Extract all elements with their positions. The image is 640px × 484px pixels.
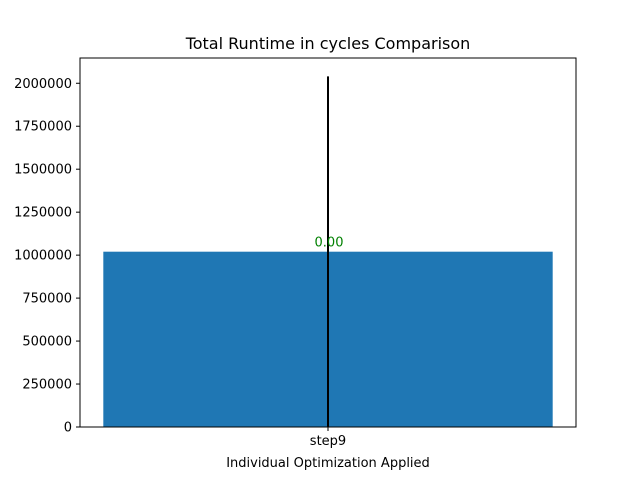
y-tick-label: 750000 <box>22 292 72 307</box>
plot-area: 0.00 step9 0 250000 500000 750000 1000000 12500… <box>14 57 577 449</box>
y-tick-label: 1750000 <box>14 120 72 135</box>
x-tick-label-step9: step9 <box>310 434 346 449</box>
chart-title: Total Runtime in cycles Comparison <box>185 34 471 53</box>
y-tick-label: 0 <box>64 421 72 436</box>
x-axis-label: Individual Optimization Applied <box>226 456 430 471</box>
y-tick-label: 1000000 <box>14 249 72 264</box>
axes-frame <box>79 57 577 428</box>
y-tick-label: 500000 <box>22 335 72 350</box>
y-tick-label: 1500000 <box>14 163 72 178</box>
y-tick-label: 2000000 <box>14 77 72 92</box>
y-tick-label: 1250000 <box>14 206 72 221</box>
data-label-step9: 0.00 <box>315 236 344 251</box>
y-tick-label: 250000 <box>22 378 72 393</box>
